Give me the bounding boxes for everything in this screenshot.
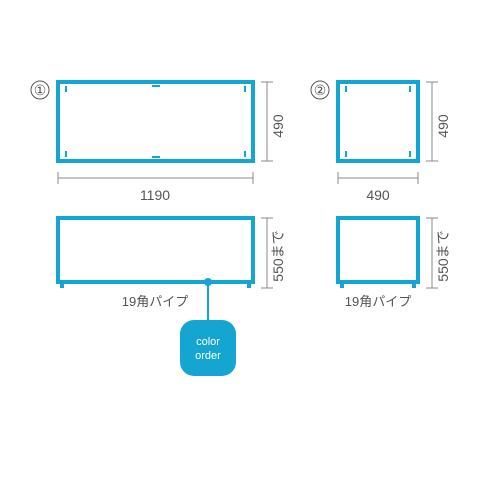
view1-note: 19角パイプ [122, 294, 188, 309]
color-order-callout: color order [180, 278, 236, 376]
callout-line1: color [196, 336, 220, 348]
view2-front-height-dim: 550まで [426, 218, 451, 288]
view2-top-height-dim: 490 [426, 82, 451, 161]
callout-line2: order [195, 350, 221, 362]
view2-note: 19角パイプ [345, 294, 411, 309]
view2-front-frame [338, 218, 418, 282]
view1-width-label: 1190 [140, 187, 170, 203]
view2-top-height-label: 490 [435, 114, 451, 138]
view2-front-height-label: 550まで [435, 230, 451, 281]
view1-front-frame [58, 218, 253, 282]
view2-top-frame [338, 82, 418, 161]
view1-top-height-label: 490 [270, 114, 286, 138]
view2-width-dim: 490 [338, 172, 418, 203]
diagram-canvas: ① 490 1190 550まで 19角パイプ ② [0, 0, 500, 500]
view1-marker: ① [34, 82, 47, 98]
view1-width-dim: 1190 [58, 172, 253, 203]
view2-width-label: 490 [366, 187, 390, 203]
view1-front-height-label: 550まで [270, 230, 286, 281]
view1-top-height-dim: 490 [261, 82, 286, 161]
view1-top-frame [58, 82, 253, 161]
view2-marker: ② [314, 82, 327, 98]
view1-front-height-dim: 550まで [261, 218, 286, 288]
